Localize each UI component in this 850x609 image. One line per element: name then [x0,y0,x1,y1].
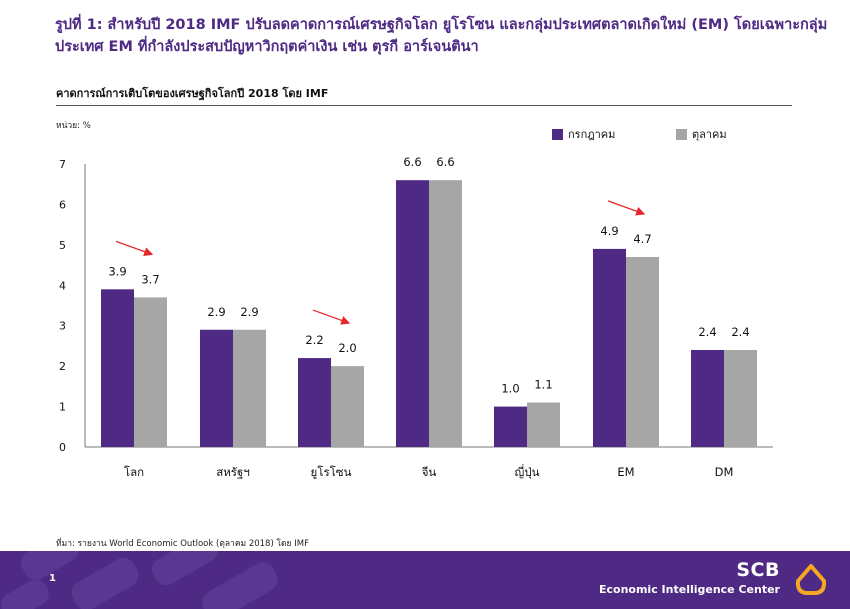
bar-july-2 [298,358,331,447]
data-label-july-4: 1.0 [501,382,519,396]
legend-swatch-october [676,128,687,140]
bar-october-2 [331,366,364,447]
data-label-july-6: 2.4 [698,325,716,339]
bar-october-6 [724,349,757,447]
data-label-july-5: 4.9 [600,224,618,238]
bar-october-3 [429,180,462,447]
unit-label: หน่วย: % [56,121,91,131]
data-label-october-3: 6.6 [436,155,454,169]
data-label-october-5: 4.7 [633,232,651,246]
chart-subtitle: คาดการณ์การเติบโตของเศรษฐกิจโลกปี 2018 โ… [56,87,329,100]
x-tick-label-2: ยูโรโซน [311,465,352,479]
data-label-october-6: 2.4 [731,325,749,339]
y-tick-label-3: 3 [59,320,66,333]
brand-subtitle: Economic Intelligence Center [598,583,780,596]
bar-october-1 [233,329,266,447]
y-tick-label-1: 1 [59,401,66,414]
y-tick-label-7: 7 [59,158,66,171]
y-tick-label-0: 0 [59,441,66,454]
bar-october-4 [527,402,560,447]
bar-october-5 [626,256,659,447]
legend-item-july: กรกฎาคม [552,125,615,143]
data-label-july-3: 6.6 [403,155,421,169]
title-divider [56,105,792,106]
x-tick-label-1: สหรัฐฯ [216,465,250,479]
page-title: รูปที่ 1: สำหรับปี 2018 IMF ปรับลดคาดการ… [55,17,828,55]
y-tick-label-2: 2 [59,360,66,373]
x-tick-label-0: โลก [124,465,144,479]
downgrade-arrow-1 [312,309,351,325]
bar-july-4 [494,406,527,447]
data-label-october-2: 2.0 [338,341,356,355]
y-tick-label-6: 6 [59,198,66,211]
bar-july-6 [691,349,724,447]
brand-name: SCB [736,559,780,581]
legend-swatch-july [552,128,563,140]
x-tick-label-5: EM [617,465,634,479]
bar-july-5 [593,248,626,447]
y-tick-label-4: 4 [59,279,66,292]
bar-october-0 [134,297,167,447]
scb-logo-icon [795,564,827,595]
legend-label-october: ตุลาคม [692,128,727,141]
legend-item-october: ตุลาคม [676,125,727,143]
data-label-july-2: 2.2 [305,333,323,347]
downgrade-arrow-2 [607,200,646,216]
data-label-october-0: 3.7 [141,272,159,286]
page-number: 1 [49,573,56,584]
data-label-october-1: 2.9 [240,305,258,319]
footer-pattern [1,551,278,609]
downgrade-arrow-0 [115,240,154,256]
source-note: ที่มา: รายงาน World Economic Outlook (ตุ… [56,539,309,549]
bar-july-3 [396,180,429,447]
data-label-july-0: 3.9 [108,264,126,278]
x-tick-label-3: จีน [421,465,436,479]
x-tick-label-6: DM [715,465,734,479]
footer-bar: 1 SCB Economic Intelligence Center [0,551,850,609]
legend-label-july: กรกฎาคม [568,128,616,141]
y-tick-label-5: 5 [59,239,66,252]
data-label-july-1: 2.9 [207,305,225,319]
bar-july-1 [200,329,233,447]
data-label-october-4: 1.1 [534,378,552,392]
bar-chart: 0 1 2 3 4 5 6 7 โลก สหรัฐฯ ยูโรโซน จีน ญี่ปุ่น EM DM 3… [59,155,773,479]
x-tick-label-4: ญี่ปุ่น [515,464,540,479]
bar-july-0 [101,289,134,447]
